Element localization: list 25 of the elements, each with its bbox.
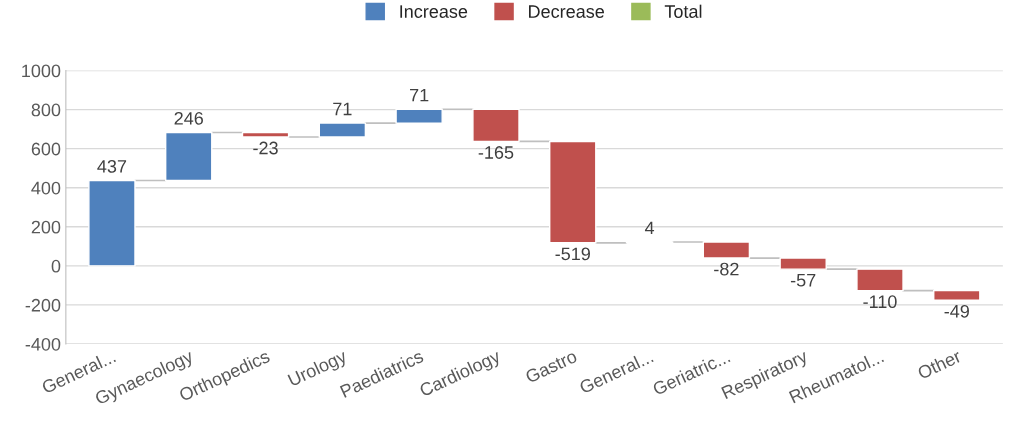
data-label: -110: [863, 295, 897, 309]
data-label: 4: [644, 221, 655, 235]
y-tick-label: -400: [25, 337, 61, 351]
y-tick-label: 200: [31, 220, 61, 234]
legend-label: Increase: [400, 5, 468, 18]
data-label: 71: [410, 88, 429, 102]
data-label: 71: [333, 102, 352, 116]
y-tick-label: 400: [31, 181, 61, 195]
data-label: -57: [790, 274, 816, 287]
data-label: 437: [97, 159, 127, 173]
y-tick-label: 800: [31, 103, 61, 117]
y-tick-label: 600: [31, 142, 61, 156]
data-label: -165: [478, 146, 514, 159]
x-tick-label: Gastro: [524, 349, 578, 384]
y-tick-label: 0: [51, 259, 61, 273]
y-tick-label: 1000: [22, 64, 61, 78]
legend-label: Total: [664, 4, 702, 18]
data-label: -82: [714, 262, 739, 276]
data-label: -49: [944, 304, 969, 318]
data-label: -23: [253, 141, 278, 155]
legend-label: Decrease: [529, 5, 604, 18]
data-label: -519: [555, 247, 590, 261]
x-tick-label: Other: [916, 348, 963, 380]
y-tick-label: -200: [25, 298, 61, 312]
data-label: 246: [174, 111, 203, 125]
